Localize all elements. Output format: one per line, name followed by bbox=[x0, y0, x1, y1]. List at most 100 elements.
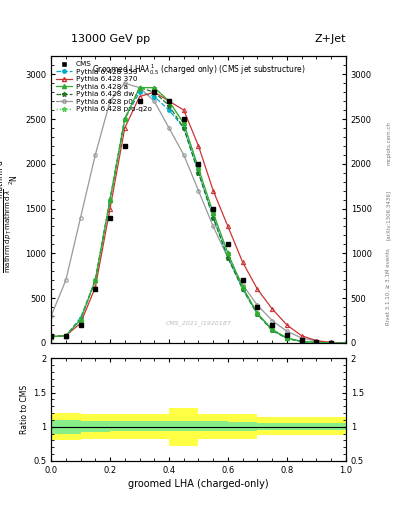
Pythia 6.428 p0 bbox=[329, 339, 333, 346]
Pythia 6.428 dw bbox=[152, 89, 156, 95]
Pythia 6.428 pro-q2o bbox=[196, 165, 201, 172]
CMS bbox=[285, 332, 289, 338]
CMS bbox=[226, 241, 230, 247]
Pythia 6.428 359 bbox=[108, 197, 112, 203]
Pythia 6.428 370 bbox=[93, 284, 98, 290]
Pythia 6.428 p0 bbox=[299, 335, 304, 341]
Pythia 6.428 pro-q2o bbox=[152, 84, 156, 91]
Text: $\overline{\mathrm{mathrm\,d}\,p_T\,\mathrm{mathrm\,d}\,\lambda}$: $\overline{\mathrm{mathrm\,d}\,p_T\,\mat… bbox=[2, 188, 13, 272]
Pythia 6.428 359 bbox=[78, 315, 83, 321]
Pythia 6.428 359 bbox=[64, 333, 68, 339]
Pythia 6.428 370 bbox=[343, 340, 348, 346]
Pythia 6.428 a bbox=[182, 120, 186, 126]
Pythia 6.428 p0 bbox=[123, 80, 127, 86]
Pythia 6.428 p0 bbox=[211, 223, 216, 229]
CMS bbox=[270, 322, 275, 328]
Pythia 6.428 370 bbox=[255, 286, 260, 292]
Pythia 6.428 p0 bbox=[49, 313, 53, 319]
Pythia 6.428 p0 bbox=[226, 255, 230, 261]
CMS bbox=[314, 339, 319, 345]
Pythia 6.428 p0 bbox=[285, 328, 289, 334]
Pythia 6.428 a bbox=[270, 326, 275, 332]
Pythia 6.428 359 bbox=[270, 327, 275, 333]
Pythia 6.428 p0 bbox=[182, 152, 186, 158]
Pythia 6.428 359 bbox=[314, 339, 319, 346]
Pythia 6.428 dw bbox=[49, 333, 53, 339]
CMS bbox=[93, 286, 98, 292]
Pythia 6.428 pro-q2o bbox=[343, 340, 348, 346]
Pythia 6.428 359 bbox=[182, 125, 186, 131]
Pythia 6.428 p0 bbox=[78, 215, 83, 221]
Pythia 6.428 359 bbox=[137, 89, 142, 95]
Pythia 6.428 pro-q2o bbox=[137, 84, 142, 91]
Pythia 6.428 dw bbox=[137, 84, 142, 91]
Pythia 6.428 370 bbox=[49, 333, 53, 339]
Pythia 6.428 a bbox=[93, 277, 98, 283]
CMS bbox=[108, 215, 112, 221]
Pythia 6.428 a bbox=[255, 310, 260, 316]
Pythia 6.428 pro-q2o bbox=[255, 310, 260, 316]
Pythia 6.428 359 bbox=[241, 286, 245, 292]
Pythia 6.428 pro-q2o bbox=[314, 339, 319, 346]
Pythia 6.428 pro-q2o bbox=[167, 98, 171, 104]
Pythia 6.428 370 bbox=[152, 89, 156, 95]
Pythia 6.428 370 bbox=[226, 223, 230, 229]
Text: Z+Jet: Z+Jet bbox=[314, 33, 346, 44]
Pythia 6.428 pro-q2o bbox=[285, 335, 289, 341]
Y-axis label: Ratio to CMS: Ratio to CMS bbox=[20, 385, 29, 434]
Pythia 6.428 p0 bbox=[270, 317, 275, 324]
Pythia 6.428 dw bbox=[182, 125, 186, 131]
Pythia 6.428 dw bbox=[167, 102, 171, 109]
Pythia 6.428 pro-q2o bbox=[93, 277, 98, 283]
Pythia 6.428 dw bbox=[93, 277, 98, 283]
Pythia 6.428 370 bbox=[64, 333, 68, 339]
Pythia 6.428 pro-q2o bbox=[123, 116, 127, 122]
Pythia 6.428 370 bbox=[329, 339, 333, 346]
Pythia 6.428 359 bbox=[211, 215, 216, 221]
Pythia 6.428 a bbox=[299, 338, 304, 345]
Pythia 6.428 dw bbox=[123, 116, 127, 122]
Line: Pythia 6.428 pro-q2o: Pythia 6.428 pro-q2o bbox=[49, 85, 348, 345]
Text: mcplots.cern.ch: mcplots.cern.ch bbox=[386, 121, 391, 165]
Pythia 6.428 pro-q2o bbox=[78, 316, 83, 323]
Pythia 6.428 p0 bbox=[343, 340, 348, 346]
Pythia 6.428 359 bbox=[196, 169, 201, 176]
CMS bbox=[49, 333, 53, 339]
Pythia 6.428 359 bbox=[49, 333, 53, 339]
CMS bbox=[64, 333, 68, 339]
Pythia 6.428 dw bbox=[211, 215, 216, 221]
Pythia 6.428 a bbox=[78, 316, 83, 323]
Text: [arXiv:1306.3436]: [arXiv:1306.3436] bbox=[386, 190, 391, 240]
Pythia 6.428 dw bbox=[285, 335, 289, 342]
Pythia 6.428 359 bbox=[299, 338, 304, 345]
Line: Pythia 6.428 370: Pythia 6.428 370 bbox=[49, 90, 348, 345]
Pythia 6.428 dw bbox=[343, 340, 348, 346]
Pythia 6.428 370 bbox=[182, 107, 186, 113]
Pythia 6.428 a bbox=[329, 340, 333, 346]
Pythia 6.428 a bbox=[241, 284, 245, 290]
Pythia 6.428 p0 bbox=[167, 125, 171, 131]
CMS bbox=[299, 337, 304, 343]
CMS bbox=[329, 339, 333, 346]
Pythia 6.428 pro-q2o bbox=[226, 250, 230, 257]
Pythia 6.428 p0 bbox=[314, 338, 319, 344]
Pythia 6.428 dw bbox=[64, 333, 68, 339]
Pythia 6.428 p0 bbox=[64, 277, 68, 283]
Pythia 6.428 dw bbox=[241, 286, 245, 292]
Pythia 6.428 dw bbox=[329, 340, 333, 346]
Pythia 6.428 pro-q2o bbox=[182, 120, 186, 126]
CMS bbox=[196, 161, 201, 167]
Pythia 6.428 370 bbox=[137, 94, 142, 100]
Line: Pythia 6.428 a: Pythia 6.428 a bbox=[49, 86, 348, 345]
Pythia 6.428 370 bbox=[270, 306, 275, 312]
Text: mathrm d
$^2$N: mathrm d $^2$N bbox=[0, 160, 20, 198]
Pythia 6.428 370 bbox=[211, 187, 216, 194]
Pythia 6.428 a bbox=[123, 116, 127, 122]
CMS bbox=[167, 98, 171, 104]
Pythia 6.428 p0 bbox=[196, 187, 201, 194]
Pythia 6.428 dw bbox=[108, 197, 112, 203]
Pythia 6.428 pro-q2o bbox=[49, 333, 53, 339]
Pythia 6.428 dw bbox=[270, 327, 275, 333]
Pythia 6.428 370 bbox=[314, 337, 319, 344]
Pythia 6.428 dw bbox=[226, 255, 230, 261]
